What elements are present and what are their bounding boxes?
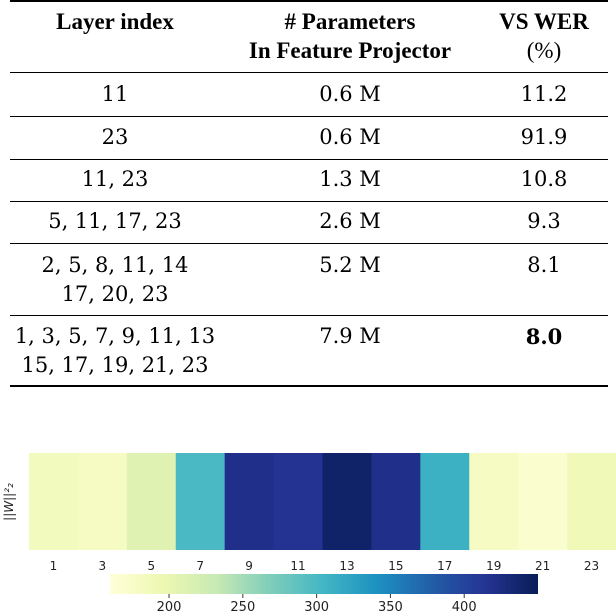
row-5-wer: 8.1: [527, 253, 561, 277]
row-6-wer: 8.0: [525, 324, 563, 349]
heatmap-cell-layer-9: [224, 453, 275, 550]
x-tick-label: 1: [50, 559, 58, 573]
row-2-wer: 91.9: [520, 125, 568, 149]
colorbar-tick-label: 200: [157, 600, 182, 615]
row-2-params: 0.6 M: [319, 125, 381, 149]
heatmap-cell-layer-23: [567, 453, 616, 550]
header-vs-wer-unit: (%): [526, 38, 562, 63]
weight-norm-heatmap: ||W||²₂ 1 3 5 7 9 11 13 15 17 19 21 23 200 250 300 350…: [2, 453, 616, 615]
row-5-layers: 2, 5, 8, 11, 14 17, 20, 23: [10, 251, 220, 309]
row-6-layers-line2: 15, 17, 19, 21, 23: [21, 353, 209, 377]
bottom-rule: [10, 385, 608, 387]
row-1-wer: 11.2: [520, 82, 568, 106]
row-4-params: 2.6 M: [319, 209, 381, 233]
x-tick-label: 7: [196, 559, 204, 573]
row-3-layers: 11, 23: [81, 167, 149, 191]
x-tick-label: 21: [535, 559, 550, 573]
heatmap-cell-layer-21: [518, 453, 568, 550]
colorbar: [110, 574, 538, 594]
heatmap-cell-layer-3: [77, 453, 128, 550]
heatmap-ylabel: ||W||²₂: [2, 483, 16, 521]
x-tick-label: 11: [290, 559, 305, 573]
header-parameters: # Parameters In Feature Projector: [220, 7, 480, 65]
row-2-layers: 23: [101, 125, 129, 149]
x-tick-label: 13: [339, 559, 354, 573]
row-4-layers: 5, 11, 17, 23: [48, 209, 182, 233]
row-1-params: 0.6 M: [319, 82, 381, 106]
colorbar-tick-label: 300: [304, 600, 329, 615]
row-3-params: 1.3 M: [319, 167, 381, 191]
row-4-rule: [10, 243, 608, 244]
colorbar-tick-label: 400: [452, 600, 477, 615]
heatmap-cell-layer-5: [126, 453, 177, 550]
row-5-params: 5.2 M: [319, 253, 381, 277]
x-tick-label: 17: [437, 559, 452, 573]
heatmap-cell-layer-7: [175, 453, 226, 550]
row-5-rule: [10, 315, 608, 316]
colorbar-tick-label: 250: [230, 600, 255, 615]
row-3-wer: 10.8: [520, 167, 568, 191]
row-6-layers-line1: 1, 3, 5, 7, 9, 11, 13: [14, 324, 216, 348]
x-tick-label: 5: [147, 559, 155, 573]
header-vs-wer: VS WER (%): [480, 7, 608, 65]
row-2-rule: [10, 159, 608, 160]
x-tick-label: 3: [99, 559, 107, 573]
header-layer-index: Layer index: [56, 9, 174, 34]
row-5-layers-line1: 2, 5, 8, 11, 14: [41, 253, 189, 277]
row-6-layers: 1, 3, 5, 7, 9, 11, 13 15, 17, 19, 21, 23: [10, 322, 220, 380]
colorbar-tick-label: 350: [378, 600, 403, 615]
row-3-rule: [10, 201, 608, 202]
row-5-layers-line2: 17, 20, 23: [61, 282, 169, 306]
heatmap-cell-layer-19: [469, 453, 519, 550]
heatmap-cell-layer-13: [322, 453, 372, 550]
x-tick-label: 15: [388, 559, 403, 573]
header-parameters-line2: In Feature Projector: [248, 38, 452, 63]
row-1-layers: 11: [101, 82, 129, 106]
heatmap-cell-layer-11: [273, 453, 323, 550]
top-rule: [10, 0, 608, 2]
heatmap-cell-layer-1: [29, 453, 79, 550]
row-6-params: 7.9 M: [319, 324, 381, 348]
x-tick-label: 23: [584, 559, 599, 573]
row-4-wer: 9.3: [527, 209, 561, 233]
row-1-rule: [10, 116, 608, 117]
header-parameters-line1: # Parameters: [284, 9, 416, 34]
heatmap-cell-layer-15: [371, 453, 421, 550]
header-rule: [10, 72, 608, 73]
heatmap-cell-layer-17: [420, 453, 470, 550]
x-tick-label: 19: [486, 559, 501, 573]
header-vs-wer-line1: VS WER: [499, 9, 589, 34]
x-tick-label: 9: [245, 559, 253, 573]
